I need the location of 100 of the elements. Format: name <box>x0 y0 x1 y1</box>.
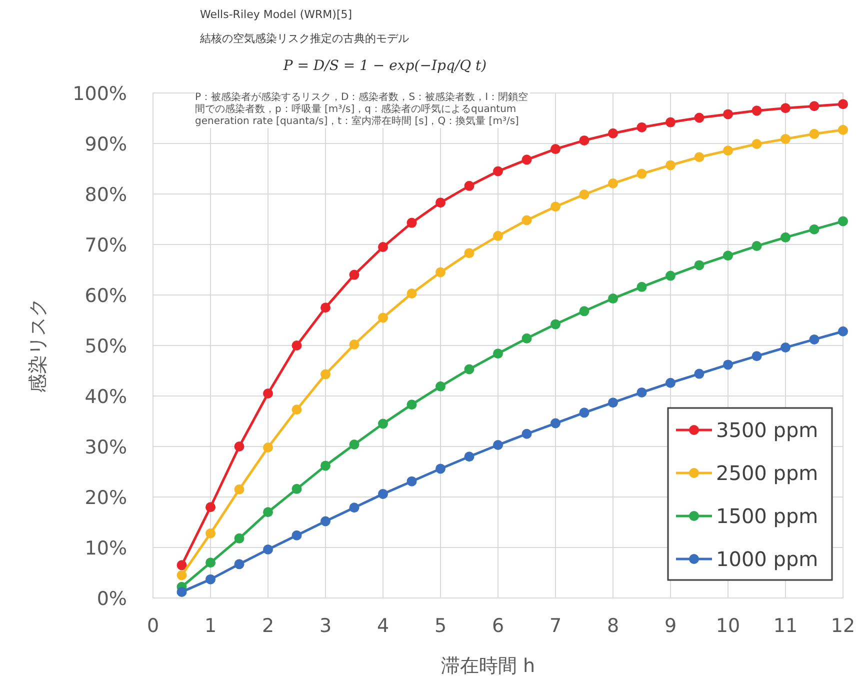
point <box>522 215 532 226</box>
point <box>694 368 704 379</box>
point <box>493 348 503 359</box>
point <box>780 134 790 144</box>
point <box>723 146 733 156</box>
point <box>349 339 360 350</box>
x-tick-label: 5 <box>434 615 447 637</box>
point <box>694 260 704 270</box>
point <box>752 351 762 362</box>
y-tick-label: 70% <box>84 234 127 256</box>
point <box>809 334 820 344</box>
point <box>206 502 216 512</box>
point <box>723 109 733 120</box>
point <box>320 369 330 380</box>
y-tick-label: 60% <box>84 285 127 307</box>
point <box>694 152 704 162</box>
point <box>206 574 216 584</box>
point <box>176 570 187 580</box>
point <box>176 560 187 570</box>
chart-title: Wells-Riley Model (WRM)[5] <box>200 8 352 21</box>
point <box>838 99 848 110</box>
y-tick-label: 100% <box>72 83 127 105</box>
point <box>608 128 618 138</box>
point <box>436 464 446 474</box>
x-axis-title: 滞在時間 h <box>440 655 536 677</box>
point <box>809 128 820 139</box>
point <box>378 312 388 323</box>
point <box>780 342 790 353</box>
point <box>723 360 733 370</box>
point <box>263 544 273 555</box>
point <box>666 270 676 281</box>
y-tick-label: 40% <box>84 386 127 408</box>
point <box>579 190 590 200</box>
point <box>752 139 762 150</box>
x-tick-label: 8 <box>606 615 620 637</box>
x-tick-label: 1 <box>204 615 217 637</box>
x-tick-label: 9 <box>664 615 677 637</box>
point <box>176 586 187 597</box>
point <box>234 559 244 570</box>
x-tick-label: 11 <box>773 615 798 637</box>
point <box>464 452 474 462</box>
point <box>406 288 417 298</box>
point <box>723 250 733 261</box>
legend-label: 1500 ppm <box>716 504 818 528</box>
point <box>550 202 560 212</box>
point <box>206 528 216 538</box>
point <box>809 224 820 234</box>
point <box>234 442 244 452</box>
y-tick-label: 80% <box>84 184 127 206</box>
point <box>493 230 503 241</box>
point <box>378 488 388 499</box>
point <box>349 502 360 513</box>
y-axis-title: 感染リスク <box>27 298 49 393</box>
point <box>780 232 790 242</box>
x-tick-label: 2 <box>262 615 274 637</box>
point <box>436 198 446 208</box>
x-tick-label: 12 <box>830 615 856 637</box>
point <box>694 112 704 123</box>
point <box>206 558 216 568</box>
y-tick-label: 30% <box>84 436 127 458</box>
point <box>406 218 417 228</box>
x-tick-label: 7 <box>549 615 562 637</box>
point <box>378 418 388 429</box>
point <box>436 381 446 392</box>
y-tick-label: 10% <box>84 538 127 560</box>
point <box>522 154 532 165</box>
point <box>579 408 590 418</box>
point <box>436 267 446 278</box>
legend-label: 1000 ppm <box>716 547 818 571</box>
point <box>292 340 302 350</box>
point <box>292 530 302 540</box>
point <box>752 241 762 252</box>
point <box>493 440 503 450</box>
x-tick-label: 4 <box>376 615 390 637</box>
point <box>406 400 417 410</box>
point <box>349 270 360 280</box>
point <box>608 398 618 408</box>
point <box>349 439 360 450</box>
point <box>320 460 330 471</box>
x-tick-label: 3 <box>319 615 332 637</box>
y-tick-label: 90% <box>84 134 127 156</box>
point <box>579 135 590 146</box>
y-tick-label: 50% <box>84 336 127 358</box>
point <box>378 242 388 252</box>
point <box>636 387 647 398</box>
point <box>263 442 273 453</box>
point <box>550 319 560 330</box>
point <box>464 364 474 374</box>
point <box>464 248 474 258</box>
point <box>666 160 676 170</box>
point <box>579 306 590 316</box>
point <box>550 144 560 154</box>
x-tick-label: 0 <box>146 615 160 637</box>
y-tick-label: 0% <box>96 588 127 610</box>
point <box>292 484 302 494</box>
point <box>780 103 790 114</box>
point <box>263 388 273 398</box>
point <box>608 178 618 188</box>
point <box>636 122 647 132</box>
point <box>838 326 848 336</box>
